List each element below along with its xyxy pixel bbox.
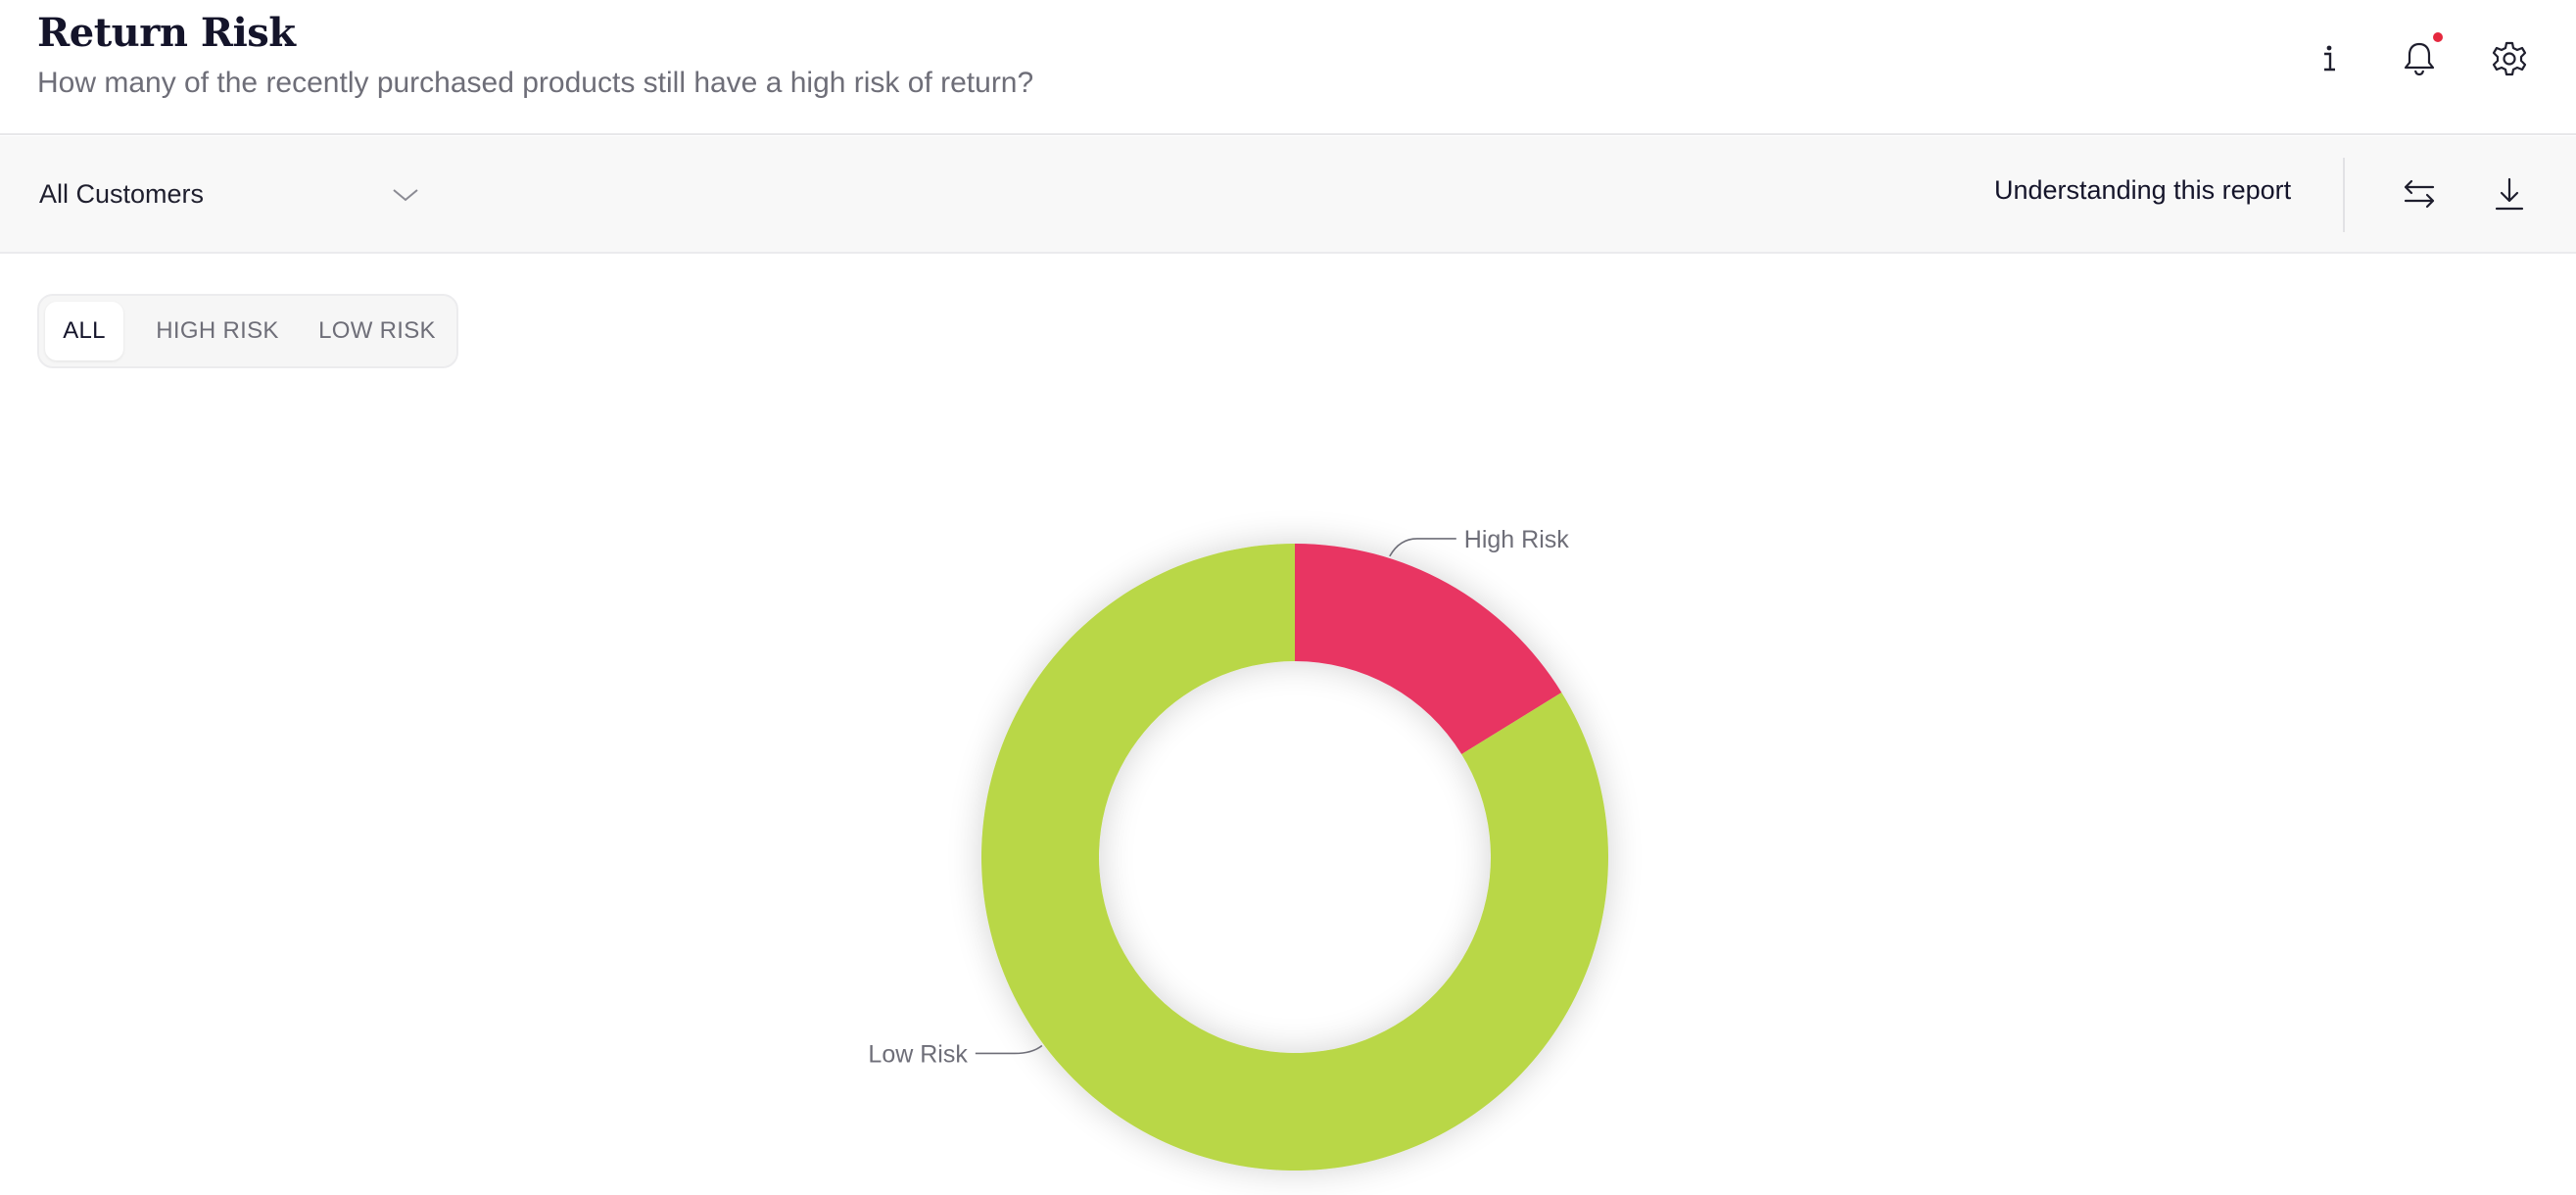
report-toolbar: All Customers Understanding this report (0, 136, 2576, 254)
slice-label-low-risk: Low Risk (868, 1040, 968, 1068)
tab-all[interactable]: ALL (45, 302, 123, 360)
customer-filter-select[interactable]: All Customers (39, 164, 431, 224)
download-icon[interactable] (2485, 169, 2534, 218)
chevron-down-icon (390, 179, 421, 211)
gear-icon[interactable] (2485, 34, 2534, 83)
return-risk-chart: High Risk Low Risk (0, 372, 2576, 1195)
slice-low-risk[interactable] (981, 544, 1608, 1171)
page-subtitle: How many of the recently purchased produ… (37, 67, 1034, 99)
label-leader-line (1389, 538, 1456, 557)
tab-low-risk[interactable]: LOW RISK (318, 317, 436, 344)
info-icon[interactable] (2305, 34, 2354, 83)
page-title: Return Risk (37, 10, 296, 56)
understanding-report-link[interactable]: Understanding this report (1994, 175, 2292, 205)
swap-icon[interactable] (2395, 169, 2444, 218)
slice-label-high-risk: High Risk (1464, 526, 1569, 553)
bell-icon[interactable] (2395, 34, 2444, 83)
donut-chart-svg: High Risk Low Risk (868, 526, 1608, 1171)
page-header: Return Risk How many of the recently pur… (0, 0, 2576, 135)
slice-high-risk[interactable] (1295, 544, 1562, 754)
label-leader-line (975, 1044, 1043, 1055)
notification-dot (2433, 32, 2443, 42)
toolbar-divider (2343, 158, 2345, 232)
customer-filter-label: All Customers (39, 178, 205, 209)
risk-filter-tabs: ALL HIGH RISK LOW RISK (37, 294, 458, 368)
tab-high-risk[interactable]: HIGH RISK (156, 317, 279, 344)
